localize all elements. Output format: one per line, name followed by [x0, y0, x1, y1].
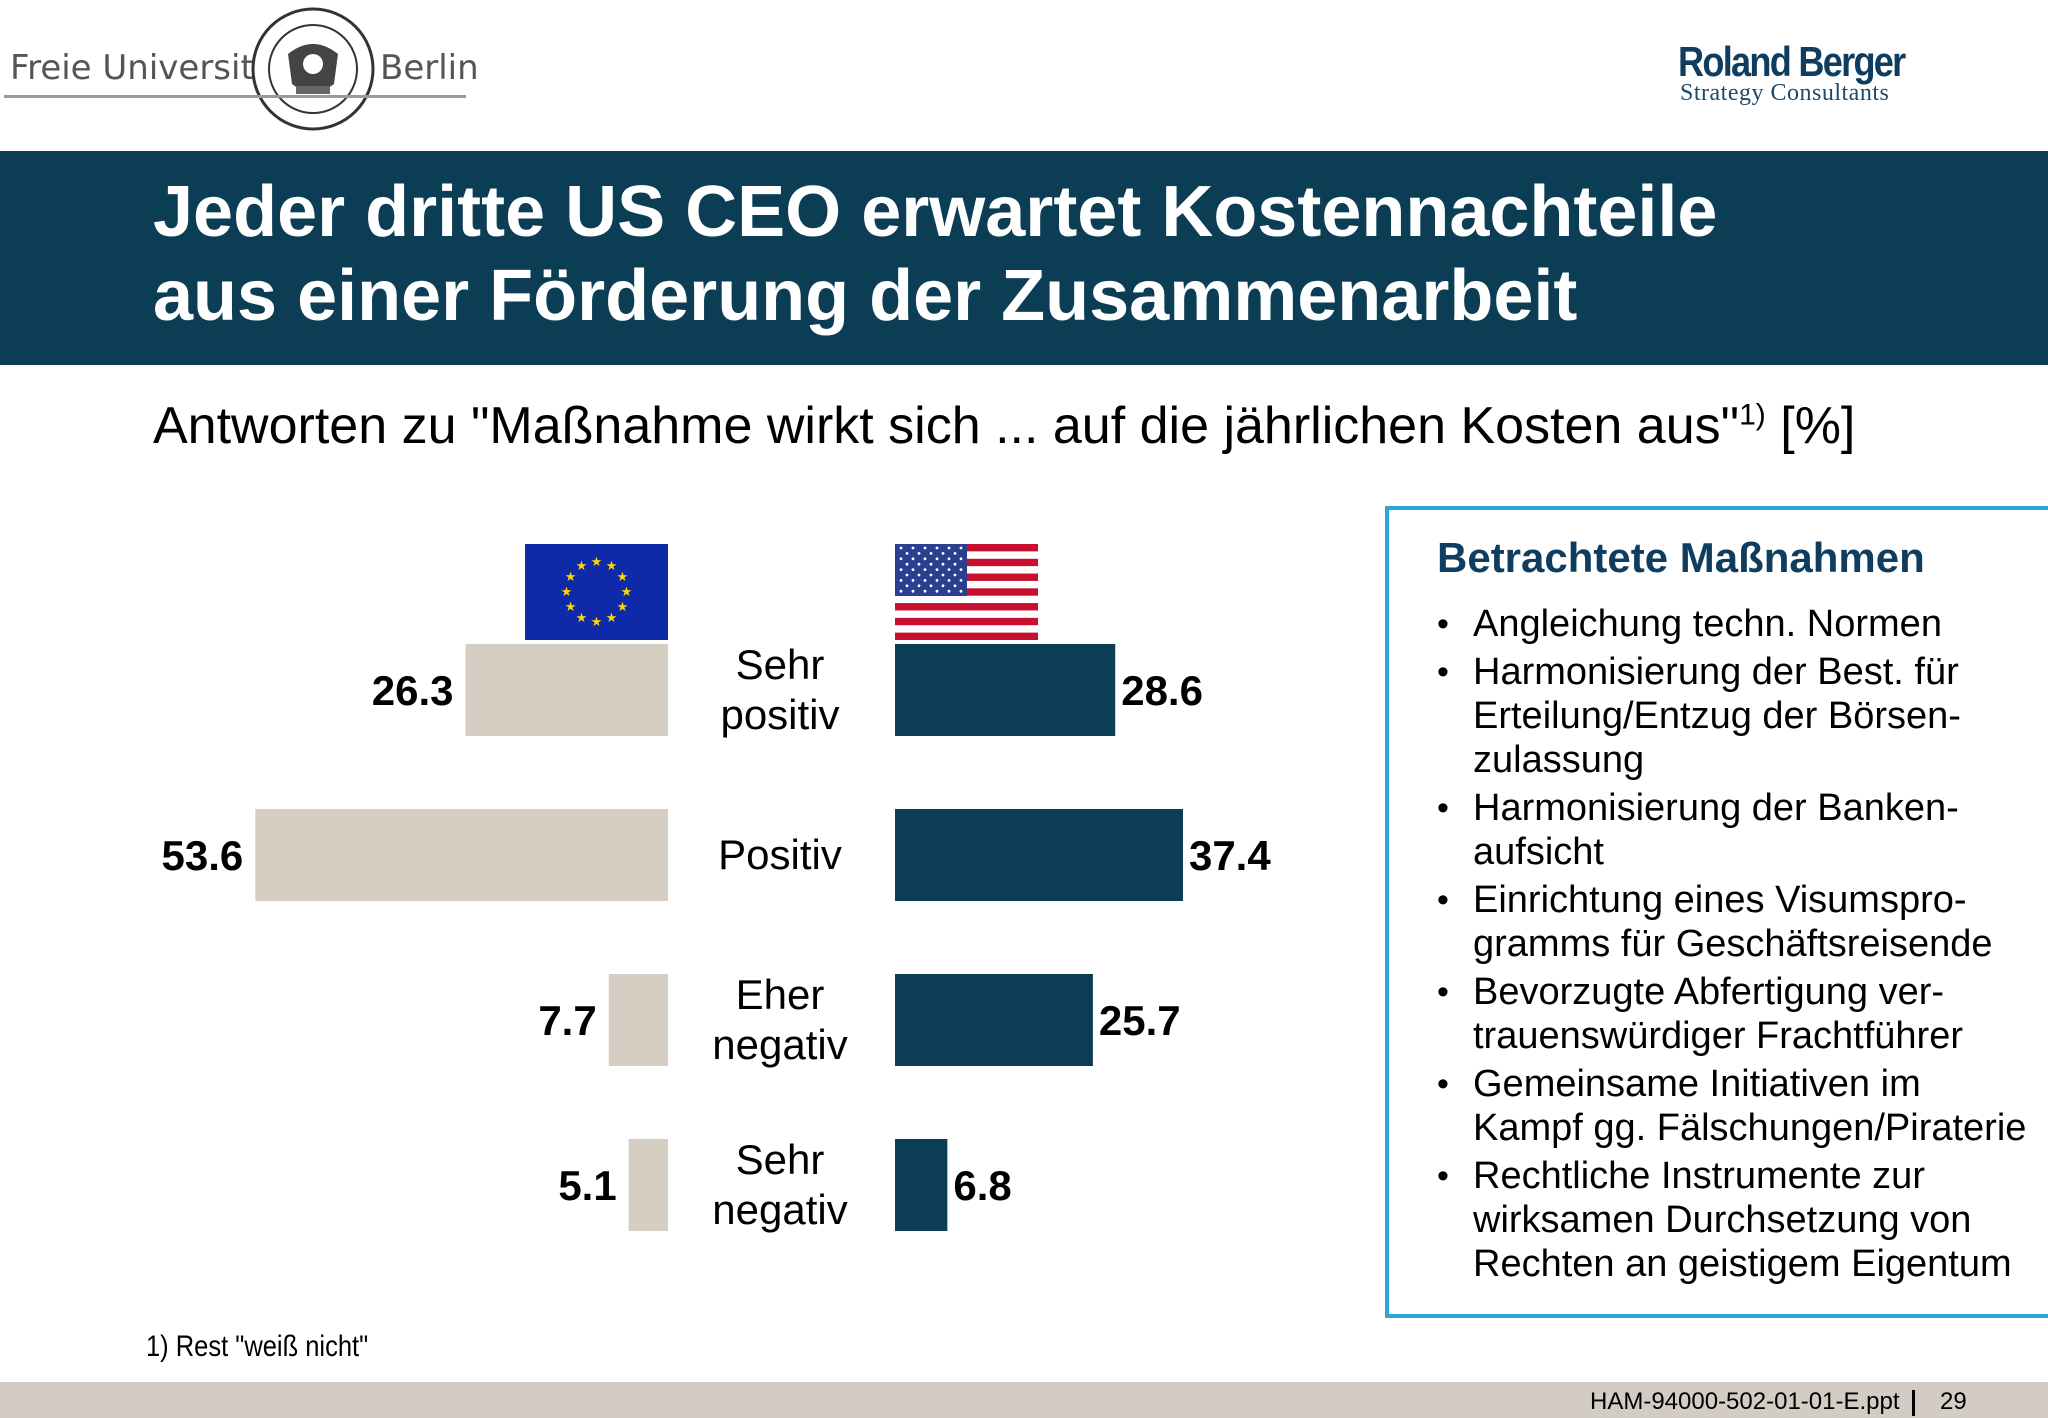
fu-name-right: Berlin	[380, 48, 479, 88]
category-label: Sehr positiv	[720, 641, 839, 738]
butterfly-bar-chart: 26.3 28.6 Sehr positiv 53.6 37.4 Positiv 7.7 25.…	[162, 641, 1272, 1233]
chart-subtitle: Antworten zu "Maßnahme wirkt sich ... au…	[153, 396, 1855, 456]
us-bar	[895, 809, 1183, 901]
us-value-label: 6.8	[953, 1162, 1011, 1209]
eu-bar	[628, 1139, 668, 1231]
footer-filename: HAM-94000-502-01-01-E.ppt	[1590, 1388, 1900, 1415]
measures-info-box: Betrachtete Maßnahmen Angleichung techn.…	[1385, 506, 2048, 1318]
svg-text:★: ★	[621, 585, 633, 600]
footer-bar	[0, 1382, 2048, 1418]
eu-value-label: 26.3	[372, 667, 454, 714]
category-label: Sehr negativ	[712, 1136, 847, 1233]
us-value-label: 28.6	[1121, 667, 1203, 714]
fu-logo-underline	[4, 95, 466, 98]
freie-universitaet-logo: Freie Universität Berlin	[0, 0, 480, 148]
svg-text:★: ★	[591, 615, 603, 630]
eu-value-label: 7.7	[538, 997, 596, 1044]
university-seal-icon	[251, 7, 375, 131]
footer-separator	[1912, 1390, 1915, 1416]
svg-text:★: ★	[606, 611, 618, 626]
list-item: Einrichtung eines Visumspro- gramms für …	[1437, 878, 2048, 966]
svg-text:★: ★	[591, 555, 603, 570]
eu-value-label: 5.1	[558, 1162, 616, 1209]
list-item: Gemeinsame Initiativen im Kampf gg. Fäls…	[1437, 1062, 2048, 1150]
us-bar	[895, 644, 1116, 736]
svg-text:★: ★	[606, 559, 618, 574]
eu-flag-icon: ★ ★★★★★★★★★★★	[525, 544, 668, 640]
subtitle-text: Antworten zu "Maßnahme wirkt sich ... au…	[153, 397, 1740, 455]
svg-text:★: ★	[576, 559, 588, 574]
category-label: Positiv	[718, 831, 842, 878]
subtitle-unit: [%]	[1765, 397, 1856, 455]
category-label: Eher negativ	[712, 971, 847, 1068]
svg-text:★: ★	[565, 600, 577, 615]
eu-value-label: 53.6	[162, 832, 244, 879]
svg-text:★: ★	[561, 585, 573, 600]
info-box-title: Betrachtete Maßnahmen	[1437, 534, 1925, 581]
list-item: Rechtliche Instrumente zur wirksamen Dur…	[1437, 1154, 2048, 1286]
company-subtitle: Strategy Consultants	[1680, 80, 1890, 106]
measures-list: Angleichung techn. Normen Harmonisierung…	[1437, 602, 2048, 1290]
us-value-label: 25.7	[1099, 997, 1181, 1044]
svg-text:★: ★	[576, 611, 588, 626]
us-bar	[895, 1139, 948, 1231]
slide-title-line-2: aus einer Förderung der Zusammenarbeit	[153, 256, 1578, 336]
eu-bar	[465, 644, 668, 736]
title-bar: Jeder dritte US CEO erwartet Kostennacht…	[0, 151, 2048, 365]
us-flag-icon	[895, 544, 1038, 640]
slide-title-line-1: Jeder dritte US CEO erwartet Kostennacht…	[153, 172, 1718, 252]
us-value-label: 37.4	[1189, 832, 1271, 879]
us-bar	[895, 974, 1093, 1066]
company-name: Roland Berger	[1678, 38, 1906, 85]
svg-text:★: ★	[565, 570, 577, 585]
subtitle-footnote-marker: 1)	[1739, 398, 1766, 432]
eu-bar	[608, 974, 668, 1066]
list-item: Bevorzugte Abfertigung ver- trauenswürdi…	[1437, 970, 2048, 1058]
svg-text:★: ★	[617, 600, 629, 615]
svg-text:★: ★	[617, 570, 629, 585]
list-item: Harmonisierung der Best. für Erteilung/E…	[1437, 650, 2048, 782]
roland-berger-logo: Roland Berger Strategy Consultants	[1660, 38, 1960, 118]
fu-name-left: Freie Universität	[10, 48, 288, 88]
list-item: Harmonisierung der Banken- aufsicht	[1437, 786, 2048, 874]
list-item: Angleichung techn. Normen	[1437, 602, 2048, 646]
page-number: 29	[1940, 1388, 1967, 1415]
footnote: 1) Rest "weiß nicht"	[146, 1330, 369, 1363]
eu-bar	[255, 809, 668, 901]
